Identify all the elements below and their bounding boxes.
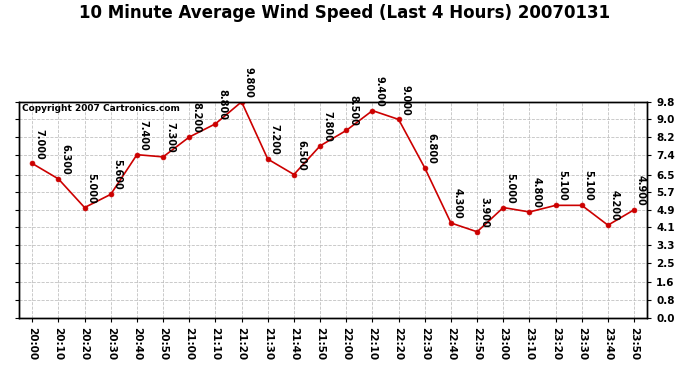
Text: 5.000: 5.000	[505, 172, 515, 203]
Text: 4.200: 4.200	[610, 190, 620, 221]
Text: 5.600: 5.600	[112, 159, 123, 190]
Text: 8.800: 8.800	[217, 88, 228, 120]
Text: 7.800: 7.800	[322, 111, 332, 142]
Text: 7.000: 7.000	[34, 129, 44, 159]
Text: 5.100: 5.100	[558, 170, 568, 201]
Text: 8.500: 8.500	[348, 95, 358, 126]
Text: 9.400: 9.400	[375, 76, 384, 106]
Text: 8.200: 8.200	[191, 102, 201, 133]
Text: 7.300: 7.300	[165, 122, 175, 153]
Text: 3.900: 3.900	[479, 197, 489, 228]
Text: 10 Minute Average Wind Speed (Last 4 Hours) 20070131: 10 Minute Average Wind Speed (Last 4 Hou…	[79, 4, 611, 22]
Text: 5.100: 5.100	[584, 170, 593, 201]
Text: 4.300: 4.300	[453, 188, 463, 219]
Text: 7.400: 7.400	[139, 120, 149, 150]
Text: 6.500: 6.500	[296, 140, 306, 170]
Text: 9.800: 9.800	[244, 67, 253, 98]
Text: 7.200: 7.200	[270, 124, 279, 155]
Text: 6.300: 6.300	[60, 144, 70, 175]
Text: Copyright 2007 Cartronics.com: Copyright 2007 Cartronics.com	[22, 104, 180, 113]
Text: 5.000: 5.000	[86, 172, 97, 203]
Text: 6.800: 6.800	[426, 133, 437, 164]
Text: 4.800: 4.800	[531, 177, 542, 208]
Text: 9.000: 9.000	[401, 84, 411, 115]
Text: 4.900: 4.900	[636, 175, 646, 206]
